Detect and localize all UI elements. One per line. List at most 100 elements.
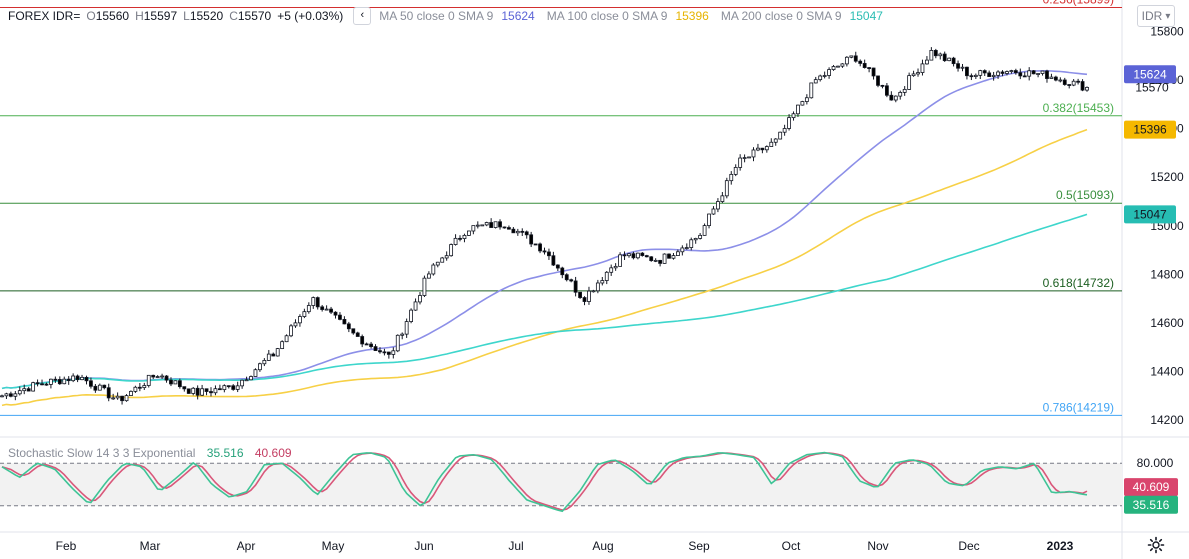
candle-body	[57, 379, 62, 385]
fib-label-0.236: 0.236(15899)	[1043, 0, 1114, 7]
candle-body	[787, 117, 791, 129]
candle-body	[573, 280, 578, 293]
candle-body	[822, 75, 827, 77]
candle-body	[818, 75, 823, 81]
candle-body	[124, 395, 129, 402]
candle-body	[676, 251, 680, 256]
candle-body	[413, 301, 418, 311]
fibonacci-levels: 0.236(15899) 0.382(15453) 0.5(15093) 0.618(…	[0, 0, 1122, 416]
candle-body	[729, 173, 734, 182]
chevron-left-icon[interactable]: ‹	[353, 7, 372, 25]
candle-body	[471, 225, 476, 232]
low-value: 15520	[189, 9, 224, 23]
candle-body	[209, 391, 213, 394]
candle-body	[742, 157, 747, 159]
candle-body	[382, 351, 387, 354]
ma50-line	[1, 70, 1088, 390]
candle-body	[996, 71, 1000, 76]
candle-body	[333, 311, 338, 316]
symbol-button[interactable]: IDR ▾	[1137, 5, 1175, 27]
candle-body	[186, 388, 191, 394]
candle-body	[418, 295, 422, 303]
candle-body	[622, 254, 627, 257]
candle-body	[1022, 75, 1027, 78]
candle-body	[947, 57, 952, 62]
candle-body	[89, 380, 93, 387]
stoch-d-tag: 40.609	[1133, 480, 1170, 494]
time-tick-label: Oct	[782, 539, 801, 553]
price-tick-label: 14200	[1150, 413, 1184, 427]
candle-body	[578, 291, 582, 298]
stoch-k-tag-bg	[1124, 495, 1178, 514]
gear-icon[interactable]	[1147, 536, 1165, 554]
candle-body	[111, 397, 116, 400]
candle-body	[716, 201, 720, 210]
candle-body	[378, 350, 382, 353]
candle-body	[53, 378, 58, 381]
candle-body	[542, 250, 547, 253]
low-label: L	[183, 9, 190, 23]
candle-body	[809, 82, 814, 99]
candle-body	[120, 395, 124, 402]
candle-body	[280, 341, 285, 349]
candle-body	[440, 257, 445, 263]
symbol-button-label: IDR	[1141, 9, 1163, 23]
candle-body	[524, 231, 529, 236]
candle-body	[551, 255, 556, 266]
candle-body	[44, 383, 49, 386]
candle-body	[635, 252, 640, 259]
ma100-tag: 15396	[1133, 123, 1167, 137]
candle-body	[1062, 79, 1067, 85]
candle-body	[902, 88, 907, 93]
ma200-tag: 15047	[1133, 207, 1167, 221]
candle-body	[1036, 73, 1040, 75]
candle-body	[475, 224, 480, 227]
candle-body	[587, 290, 591, 302]
candle-body	[315, 297, 320, 308]
candle-body	[933, 50, 938, 57]
candle-body	[262, 360, 267, 365]
candle-body	[320, 306, 325, 310]
candle-body	[769, 141, 774, 147]
candle-body	[26, 388, 31, 392]
candle-body	[764, 146, 769, 151]
candle-body	[1085, 87, 1089, 91]
candle-body	[595, 282, 600, 292]
candle-body	[662, 253, 667, 264]
ma200-label: MA 200 close 0 SMA 9	[720, 9, 842, 23]
candle-body	[591, 290, 596, 293]
ma200-line	[1, 213, 1088, 390]
candle-body	[600, 280, 605, 284]
ma50-tag: 15624	[1133, 67, 1167, 81]
candle-body	[880, 84, 885, 87]
candle-body	[1009, 70, 1014, 72]
candle-body	[907, 75, 912, 90]
candle-body	[751, 149, 756, 158]
candle-body	[306, 305, 311, 313]
candle-body	[17, 390, 22, 395]
candle-body	[698, 234, 703, 239]
candle-body	[849, 55, 854, 58]
candle-body	[827, 69, 831, 76]
candle-body	[804, 97, 809, 102]
candle-body	[733, 167, 738, 175]
candle-body	[756, 147, 760, 151]
candle-body	[449, 244, 454, 257]
candle-body	[484, 222, 489, 226]
candle-body	[253, 369, 258, 377]
candle-body	[547, 251, 551, 257]
candle-body	[431, 264, 436, 275]
candle-body	[71, 375, 76, 382]
candle-body	[498, 221, 502, 228]
candle-body	[973, 74, 978, 77]
candle-body	[862, 63, 867, 68]
candle-body	[400, 333, 405, 336]
candle-body	[569, 279, 574, 282]
candle-body	[31, 382, 36, 392]
price-tick-label: 14400	[1150, 364, 1184, 378]
candle-body	[1045, 70, 1049, 79]
candle-body	[244, 379, 249, 382]
candle-body	[982, 70, 987, 74]
candle-body	[747, 156, 751, 159]
